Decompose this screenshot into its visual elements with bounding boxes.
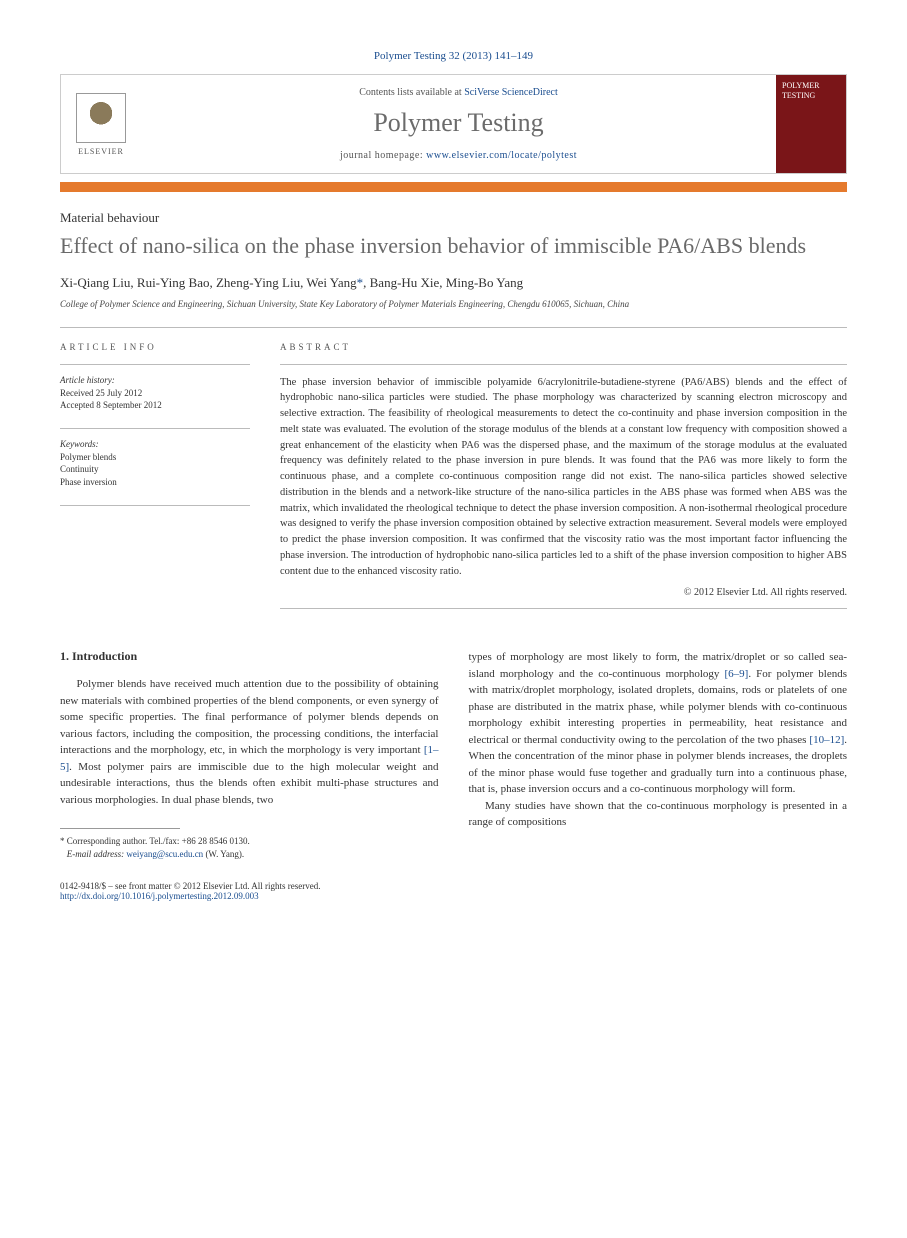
abstract-column: ABSTRACT The phase inversion behavior of…: [280, 342, 847, 620]
reference-link[interactable]: [10–12]: [809, 734, 844, 746]
article-info-label: ARTICLE INFO: [60, 342, 250, 352]
article-type: Material behaviour: [60, 210, 847, 226]
journal-header: ELSEVIER Contents lists available at Sci…: [60, 74, 847, 174]
authors: Xi-Qiang Liu, Rui-Ying Bao, Zheng-Ying L…: [60, 275, 847, 291]
affiliation: College of Polymer Science and Engineeri…: [60, 299, 847, 309]
keyword: Polymer blends: [60, 451, 250, 464]
abstract-label: ABSTRACT: [280, 342, 847, 352]
body-columns: 1. Introduction Polymer blends have rece…: [60, 649, 847, 860]
corresponding-footnote: * Corresponding author. Tel./fax: +86 28…: [60, 835, 439, 848]
body-paragraph: Many studies have shown that the co-cont…: [469, 798, 848, 831]
accepted-date: Accepted 8 September 2012: [60, 399, 250, 412]
footnote-separator: [60, 828, 180, 829]
article-info-column: ARTICLE INFO Article history: Received 2…: [60, 342, 250, 620]
elsevier-logo: ELSEVIER: [61, 75, 141, 173]
cover-title: POLYMER TESTING: [782, 81, 840, 100]
received-date: Received 25 July 2012: [60, 387, 250, 400]
copyright-line: © 2012 Elsevier Ltd. All rights reserved…: [280, 587, 847, 598]
abstract-text: The phase inversion behavior of immiscib…: [280, 375, 847, 580]
orange-divider-bar: [60, 182, 847, 192]
email-suffix: (W. Yang).: [205, 849, 244, 859]
email-label: E-mail address:: [67, 849, 124, 859]
history-heading: Article history:: [60, 375, 250, 385]
journal-reference: Polymer Testing 32 (2013) 141–149: [60, 50, 847, 62]
body-paragraph: Polymer blends have received much attent…: [60, 676, 439, 808]
elsevier-label: ELSEVIER: [78, 147, 124, 156]
info-divider: [60, 428, 250, 429]
authors-list-2: , Bang-Hu Xie, Ming-Bo Yang: [363, 275, 523, 290]
info-divider: [60, 364, 250, 365]
body-column-left: 1. Introduction Polymer blends have rece…: [60, 649, 439, 860]
header-center: Contents lists available at SciVerse Sci…: [141, 75, 776, 173]
keywords-heading: Keywords:: [60, 439, 250, 449]
keywords-block: Keywords: Polymer blends Continuity Phas…: [60, 439, 250, 489]
sciencedirect-link[interactable]: SciVerse ScienceDirect: [464, 87, 558, 98]
homepage-prefix: journal homepage:: [340, 150, 426, 161]
abstract-divider: [280, 608, 847, 609]
info-divider: [60, 505, 250, 506]
article-history: Article history: Received 25 July 2012 A…: [60, 375, 250, 412]
contents-prefix: Contents lists available at: [359, 87, 464, 98]
keyword: Phase inversion: [60, 476, 250, 489]
bottom-bar: 0142-9418/$ – see front matter © 2012 El…: [60, 881, 847, 901]
contents-line: Contents lists available at SciVerse Sci…: [151, 87, 766, 98]
body-paragraph: types of morphology are most likely to f…: [469, 649, 848, 798]
article-title: Effect of nano-silica on the phase inver…: [60, 232, 847, 261]
issn-line: 0142-9418/$ – see front matter © 2012 El…: [60, 881, 321, 891]
journal-cover-thumbnail: POLYMER TESTING: [776, 75, 846, 173]
abstract-divider: [280, 364, 847, 365]
email-footnote: E-mail address: weiyang@scu.edu.cn (W. Y…: [60, 848, 439, 861]
doi-link[interactable]: http://dx.doi.org/10.1016/j.polymertesti…: [60, 891, 259, 901]
homepage-line: journal homepage: www.elsevier.com/locat…: [151, 150, 766, 161]
body-column-right: types of morphology are most likely to f…: [469, 649, 848, 860]
authors-list-1: Xi-Qiang Liu, Rui-Ying Bao, Zheng-Ying L…: [60, 275, 357, 290]
body-text-span: Polymer blends have received much attent…: [60, 678, 439, 756]
elsevier-tree-icon: [76, 93, 126, 143]
section-heading: 1. Introduction: [60, 649, 439, 664]
reference-link[interactable]: [6–9]: [725, 668, 749, 680]
homepage-link[interactable]: www.elsevier.com/locate/polytest: [426, 150, 577, 161]
email-link[interactable]: weiyang@scu.edu.cn: [126, 849, 203, 859]
info-abstract-row: ARTICLE INFO Article history: Received 2…: [60, 328, 847, 620]
keyword: Continuity: [60, 463, 250, 476]
body-text-span: . Most polymer pairs are immiscible due …: [60, 761, 439, 806]
bottom-left: 0142-9418/$ – see front matter © 2012 El…: [60, 881, 321, 901]
journal-name: Polymer Testing: [151, 108, 766, 138]
